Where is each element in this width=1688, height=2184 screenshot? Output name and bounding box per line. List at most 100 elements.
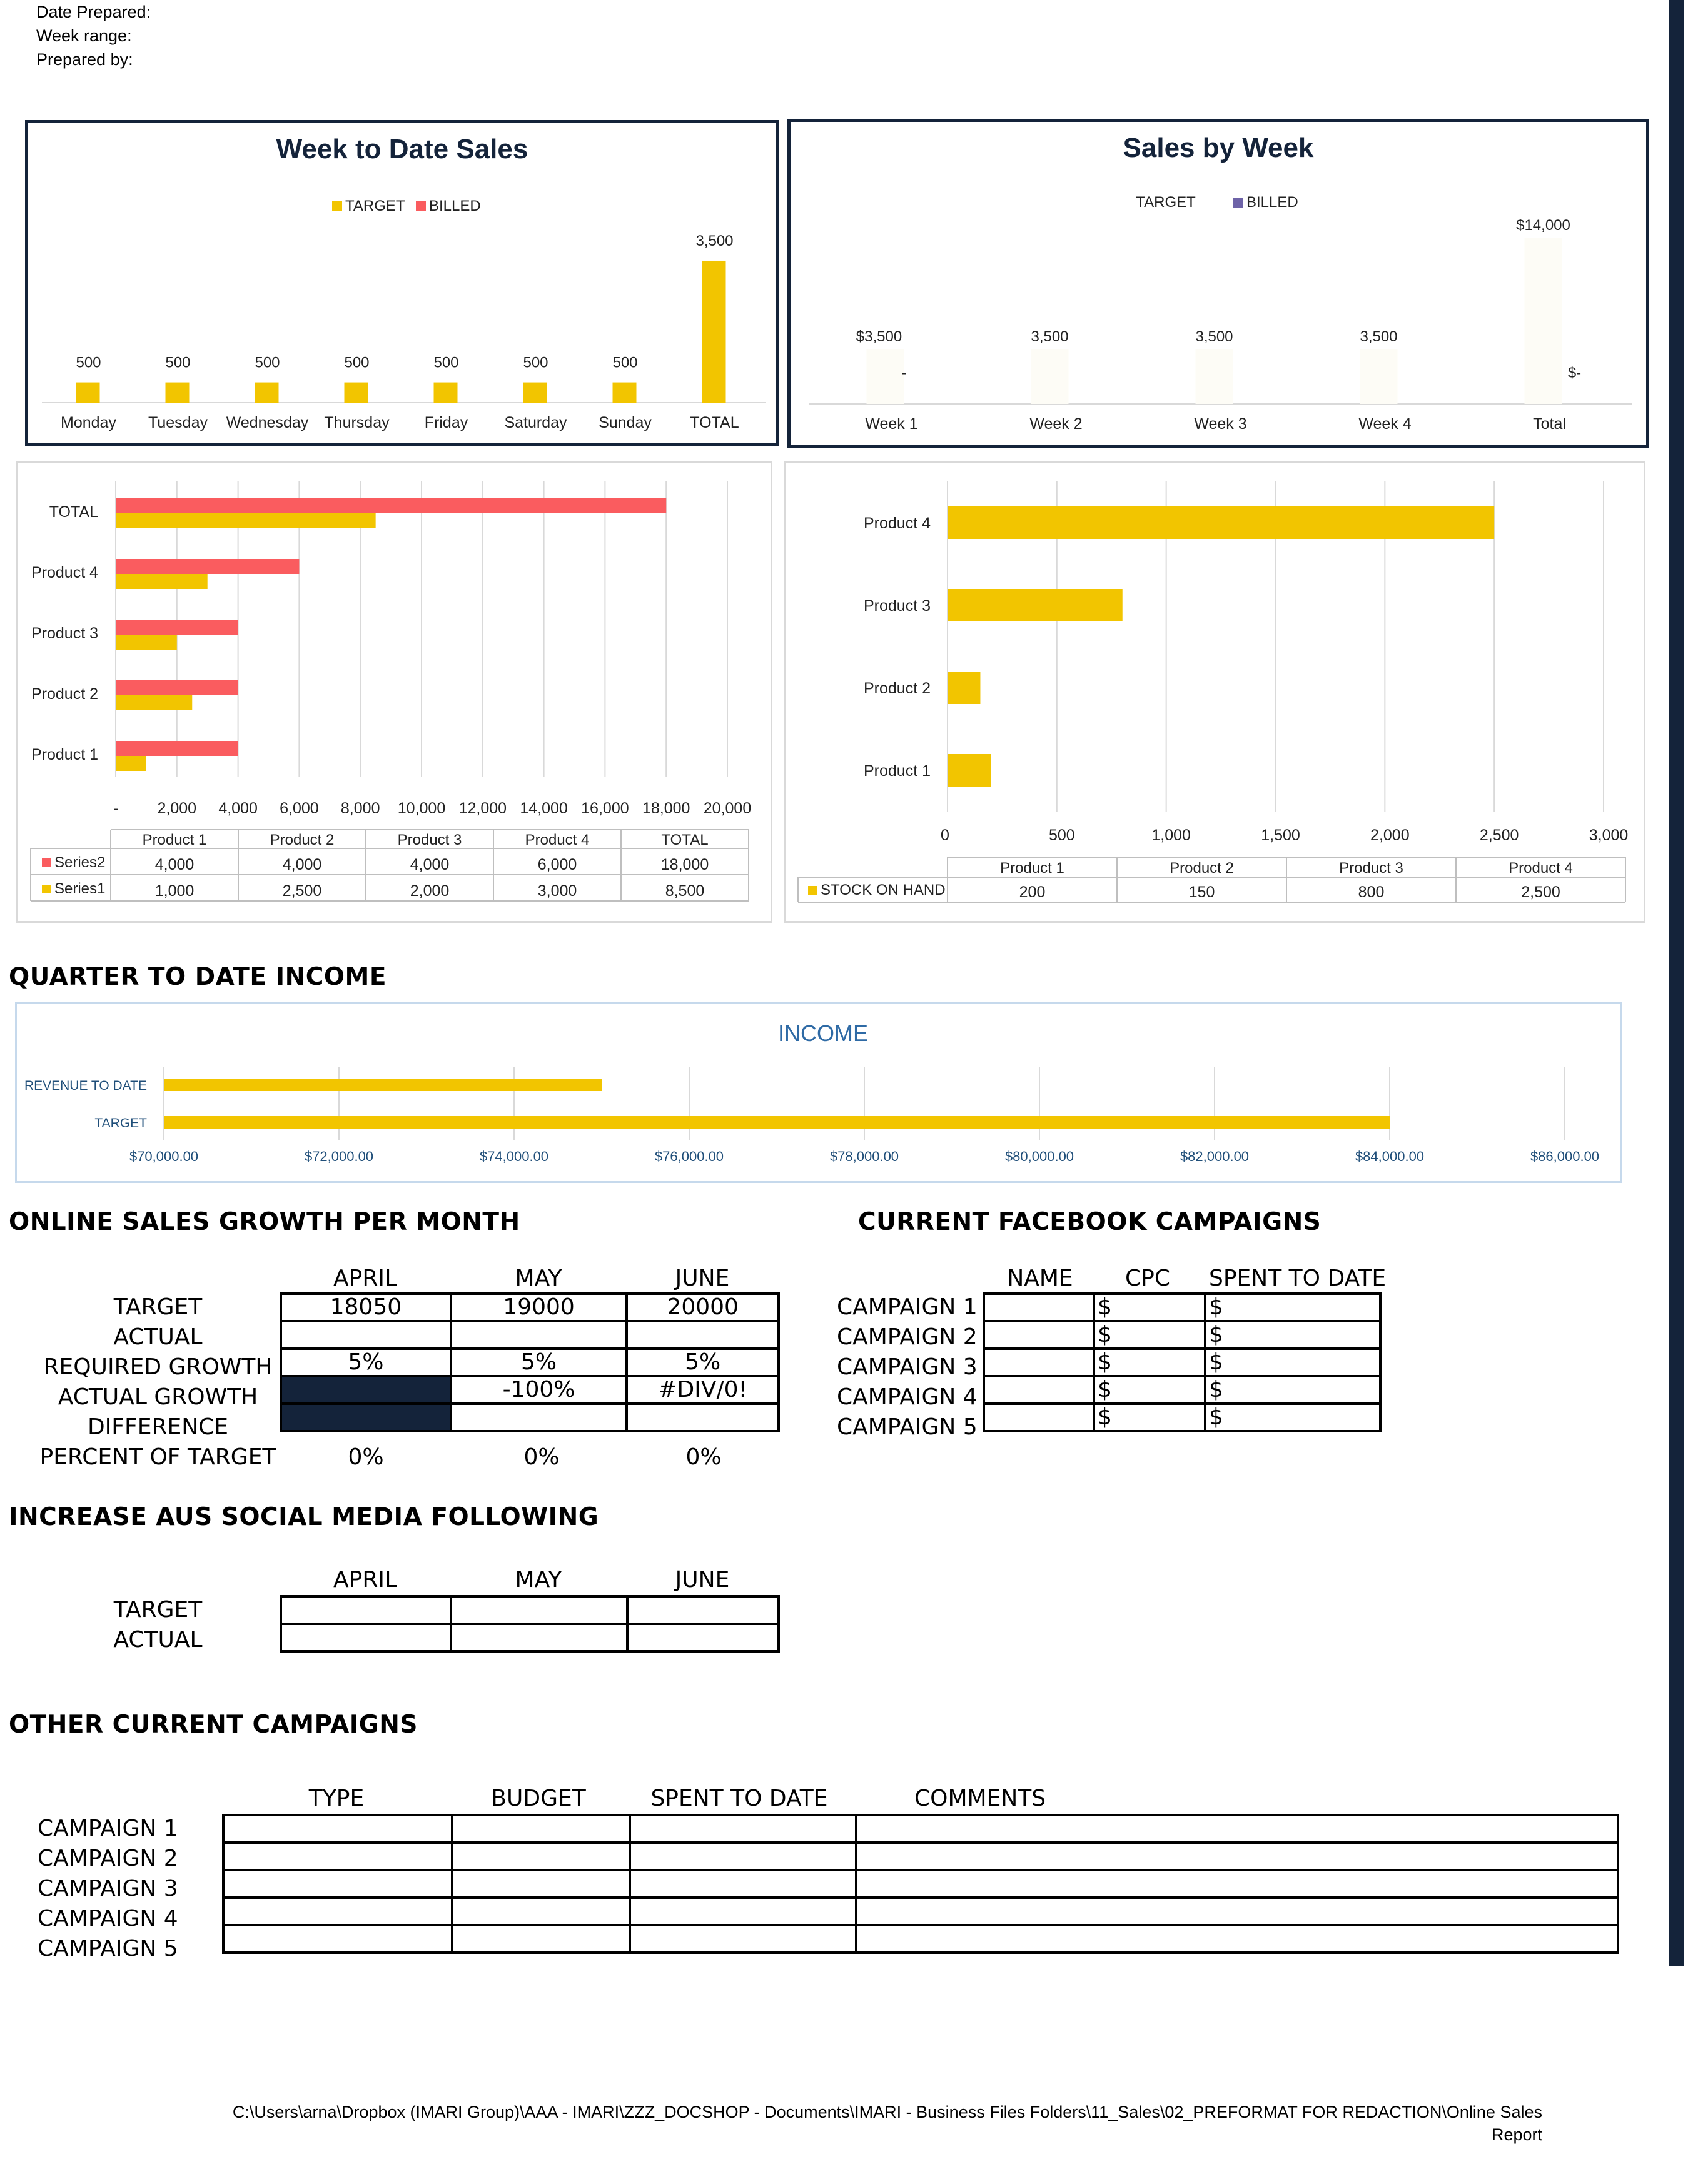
social-title: INCREASE AUS SOCIAL MEDIA FOLLOWING [9, 1503, 599, 1531]
other-comments-3[interactable] [855, 1869, 1619, 1899]
category-label: Product 1 [864, 762, 931, 780]
other-type-1[interactable] [222, 1814, 453, 1844]
social-actual-june[interactable] [625, 1623, 781, 1653]
other-spent-3[interactable] [629, 1869, 857, 1899]
growth-actual-april[interactable] [280, 1320, 452, 1350]
facebook-cpc-1[interactable]: $ [1093, 1292, 1206, 1322]
growth-target-june[interactable]: 20000 [625, 1292, 780, 1322]
facebook-spent-3[interactable]: $ [1204, 1347, 1382, 1377]
table-row [222, 1869, 1619, 1899]
chart-title: INCOME [778, 1020, 868, 1046]
facebook-name-3[interactable] [983, 1347, 1095, 1377]
category-label: TOTAL [690, 414, 739, 431]
facebook-cpc-4[interactable]: $ [1093, 1375, 1206, 1405]
other-type-2[interactable] [222, 1841, 453, 1871]
social-actual-may[interactable] [449, 1623, 629, 1653]
facebook-spent-1[interactable]: $ [1204, 1292, 1382, 1322]
growth-row-actual-growth: ACTUAL GROWTH [58, 1384, 258, 1410]
social-row-target: TARGET [113, 1597, 203, 1623]
growth-target-may[interactable]: 19000 [449, 1292, 629, 1322]
other-comments-5[interactable] [855, 1924, 1619, 1954]
other-spent-4[interactable] [629, 1896, 857, 1926]
chart-title: Sales by Week [1123, 133, 1314, 163]
other-spent-5[interactable] [629, 1924, 857, 1954]
social-target-june[interactable] [625, 1595, 781, 1625]
category-label: Product 1 [31, 746, 98, 763]
other-type-5[interactable] [222, 1924, 453, 1954]
table-header: Product 2 [1170, 860, 1234, 877]
other-spent-2[interactable] [629, 1841, 857, 1871]
growth-actual-may[interactable] [449, 1320, 629, 1350]
bar-target [702, 260, 726, 403]
growth-month-april: APRIL [333, 1266, 398, 1291]
growth-target-april[interactable]: 18050 [280, 1292, 452, 1322]
other-campaign-4: CAMPAIGN 4 [38, 1906, 178, 1931]
bar-series2 [116, 498, 667, 513]
growth-row-target: TARGET [113, 1294, 203, 1320]
legend-label-series1: Series1 [54, 880, 105, 897]
bar-series1 [116, 756, 146, 771]
other-type-4[interactable] [222, 1896, 453, 1926]
other-comments-4[interactable] [855, 1896, 1619, 1926]
other-budget-1[interactable] [451, 1814, 631, 1844]
legend-label-stock: STOCK ON HAND [821, 882, 946, 898]
bar-stock [948, 506, 1495, 539]
x-tick-label: 1,500 [1261, 827, 1300, 844]
growth-actual-june[interactable] [625, 1320, 780, 1350]
facebook-spent-4[interactable]: $ [1204, 1375, 1382, 1405]
other-budget-3[interactable] [451, 1869, 631, 1899]
other-comments-2[interactable] [855, 1841, 1619, 1871]
table-row: 18050 19000 20000 [280, 1292, 780, 1322]
growth-month-may: MAY [515, 1266, 562, 1291]
facebook-spent-2[interactable]: $ [1204, 1320, 1382, 1350]
facebook-name-2[interactable] [983, 1320, 1095, 1350]
x-tick-label: $84,000.00 [1355, 1149, 1424, 1164]
facebook-name-5[interactable] [983, 1402, 1095, 1432]
facebook-cpc-2[interactable]: $ [1093, 1320, 1206, 1350]
other-comments-1[interactable] [855, 1814, 1619, 1844]
x-tick-label: 16,000 [581, 800, 629, 817]
x-tick-label: $78,000.00 [830, 1149, 899, 1164]
table-cell-series2: 4,000 [410, 856, 450, 873]
table-row [222, 1924, 1619, 1954]
x-tick-label: 12,000 [459, 800, 507, 817]
date-prepared-label: Date Prepared: [36, 3, 151, 21]
products-billed-chart: - 2,000 4,000 6,000 8,000 10,000 12,000 14,000 1… [30, 481, 751, 902]
online-growth-title: ONLINE SALES GROWTH PER MONTH [9, 1208, 520, 1236]
week-to-date-chart: Week to Date Sales TARGET BILLED 500 Monday 5… [42, 134, 766, 431]
growth-actual-growth-june[interactable]: #DIV/0! [625, 1375, 780, 1405]
other-type-3[interactable] [222, 1869, 453, 1899]
data-label-billed: - [902, 365, 907, 381]
x-tick-label: $76,000.00 [655, 1149, 724, 1164]
facebook-spent-5[interactable]: $ [1204, 1402, 1382, 1432]
category-label: Week 1 [865, 415, 917, 433]
facebook-cpc-3[interactable]: $ [1093, 1347, 1206, 1377]
bar-series1 [116, 574, 208, 589]
other-budget-2[interactable] [451, 1841, 631, 1871]
facebook-name-1[interactable] [983, 1292, 1095, 1322]
facebook-cpc-5[interactable]: $ [1093, 1402, 1206, 1432]
growth-required-may[interactable]: 5% [449, 1347, 629, 1377]
social-target-april[interactable] [280, 1595, 452, 1625]
bar-income [164, 1079, 602, 1091]
data-label: 500 [433, 355, 458, 371]
other-spent-1[interactable] [629, 1814, 857, 1844]
social-target-may[interactable] [449, 1595, 629, 1625]
growth-actual-growth-may[interactable]: -100% [449, 1375, 629, 1405]
table-cell-series2: 4,000 [283, 856, 322, 873]
category-label: Product 3 [864, 597, 931, 615]
facebook-name-4[interactable] [983, 1375, 1095, 1405]
growth-difference-may[interactable] [449, 1402, 629, 1432]
growth-difference-june[interactable] [625, 1402, 780, 1432]
data-label: 500 [76, 355, 101, 371]
table-header: Product 3 [1339, 860, 1403, 877]
table-cell-stock: 200 [1019, 883, 1046, 901]
table-cell-series2: 18,000 [661, 856, 709, 873]
growth-required-april[interactable]: 5% [280, 1347, 452, 1377]
social-actual-april[interactable] [280, 1623, 452, 1653]
table-cell-series2: 6,000 [538, 856, 577, 873]
week-range-label: Week range: [36, 26, 132, 45]
other-budget-5[interactable] [451, 1924, 631, 1954]
other-budget-4[interactable] [451, 1896, 631, 1926]
growth-required-june[interactable]: 5% [625, 1347, 780, 1377]
